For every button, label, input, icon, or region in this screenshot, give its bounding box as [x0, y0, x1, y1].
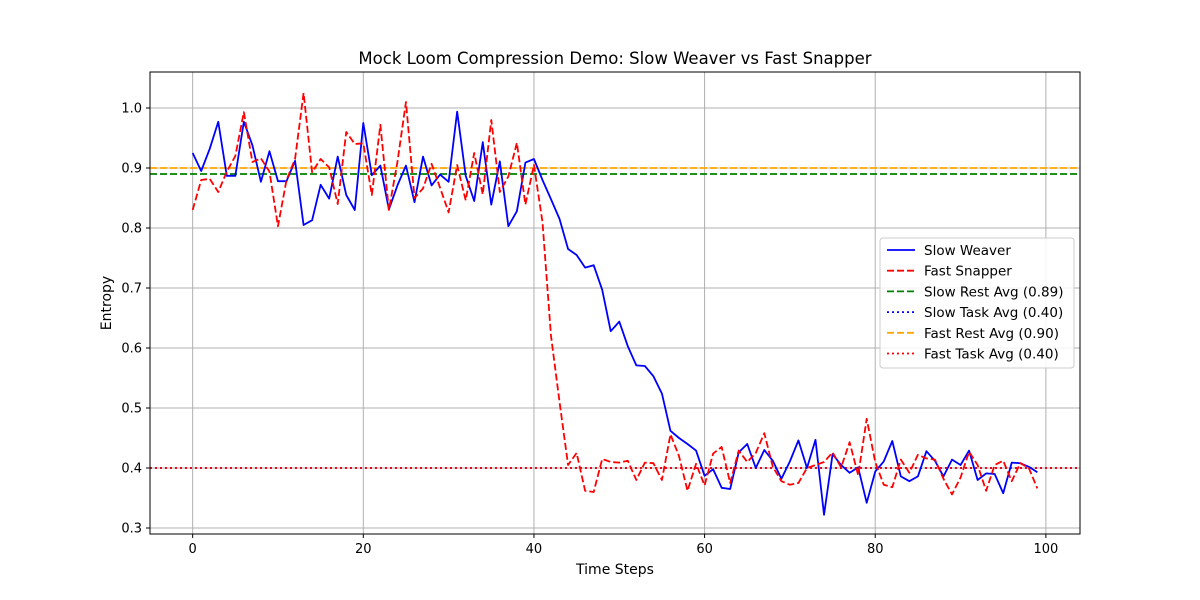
y-axis-label: Entropy	[99, 276, 115, 330]
legend-label: Fast Rest Avg (0.90)	[924, 326, 1059, 342]
legend-label: Slow Task Avg (0.40)	[924, 305, 1063, 321]
legend-label: Fast Task Avg (0.40)	[924, 347, 1059, 363]
y-tick-label: 0.9	[121, 162, 142, 177]
legend-label: Fast Snapper	[924, 264, 1012, 280]
chart-title: Mock Loom Compression Demo: Slow Weaver …	[358, 49, 871, 68]
x-tick-label: 100	[1033, 542, 1058, 557]
y-tick-label: 0.7	[121, 282, 142, 297]
x-tick-label: 20	[355, 542, 372, 557]
legend-label: Slow Rest Avg (0.89)	[924, 284, 1064, 300]
y-axis-ticks: 0.3 0.4 0.5 0.6 0.7 0.8 0.9 1.0	[121, 102, 150, 537]
x-axis-ticks: 0 20 40 60 80 100	[189, 534, 1058, 557]
legend-entries: Slow Weaver Fast Snapper Slow Rest Avg (0.…	[887, 243, 1064, 363]
series-line	[191, 110, 1038, 516]
y-tick-label: 0.8	[121, 222, 142, 237]
x-tick-label: 80	[867, 542, 884, 557]
y-tick-label: 0.4	[121, 462, 142, 477]
x-tick-label: 60	[696, 542, 713, 557]
y-tick-label: 0.5	[121, 402, 142, 417]
x-tick-label: 0	[189, 542, 197, 557]
plot-frame	[149, 71, 1081, 535]
x-tick-label: 40	[526, 542, 543, 557]
reference-lines	[150, 167, 1080, 469]
y-tick-label: 0.3	[121, 522, 142, 537]
series-line	[191, 92, 1039, 496]
series-lines	[191, 92, 1039, 516]
legend: Slow Weaver Fast Snapper Slow Rest Avg (0.…	[879, 237, 1075, 369]
x-axis-label: Time Steps	[575, 562, 654, 578]
y-tick-label: 1.0	[121, 102, 142, 117]
legend-label: Slow Weaver	[924, 243, 1011, 259]
y-tick-label: 0.6	[121, 342, 142, 357]
legend-box	[879, 237, 1075, 369]
